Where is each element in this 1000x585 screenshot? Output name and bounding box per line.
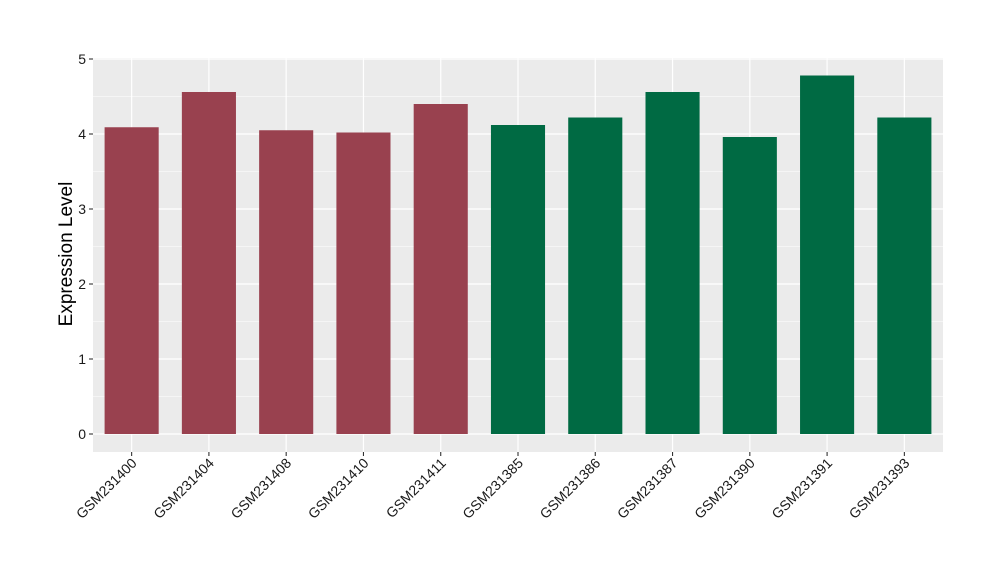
bar-GSM231393 [877,117,932,434]
x-tick-label: GSM231411 [383,455,449,521]
x-tick-label: GSM231410 [305,455,372,522]
y-tick-label: 5 [78,51,86,67]
bar-GSM231400 [104,127,159,434]
y-tick-label: 4 [78,126,86,142]
bars [104,75,932,434]
y-axis: 0 1 2 3 4 5 [78,51,93,442]
bar-GSM231386 [568,117,623,434]
x-tick-label: GSM231404 [150,455,217,522]
x-tick-label: GSM231386 [536,455,603,522]
x-axis: GSM231400 GSM231404 GSM231408 GSM231410 GSM2… [73,452,913,522]
bar-GSM231387 [645,92,700,434]
x-tick-label: GSM231390 [691,455,758,522]
y-tick-label: 0 [78,426,86,442]
y-axis-label: Expression Level [56,182,77,327]
x-tick-label: GSM231391 [768,455,835,522]
y-tick-label: 2 [78,276,86,292]
x-tick-label: GSM231400 [73,455,140,522]
bar-GSM231404 [181,92,236,434]
x-tick-label: GSM231387 [614,455,681,522]
bar-GSM231391 [800,75,855,434]
x-tick-label: GSM231393 [846,455,913,522]
bar-GSM231385 [490,125,546,434]
bar-GSM231408 [259,130,314,434]
bar-GSM231390 [722,137,777,434]
y-tick-label: 3 [78,201,86,217]
bar-GSM231410 [336,132,391,434]
y-tick-label: 1 [78,351,86,367]
x-tick-label: GSM231408 [227,455,294,522]
x-tick-label: GSM231385 [459,455,526,522]
bar-GSM231411 [413,104,468,434]
